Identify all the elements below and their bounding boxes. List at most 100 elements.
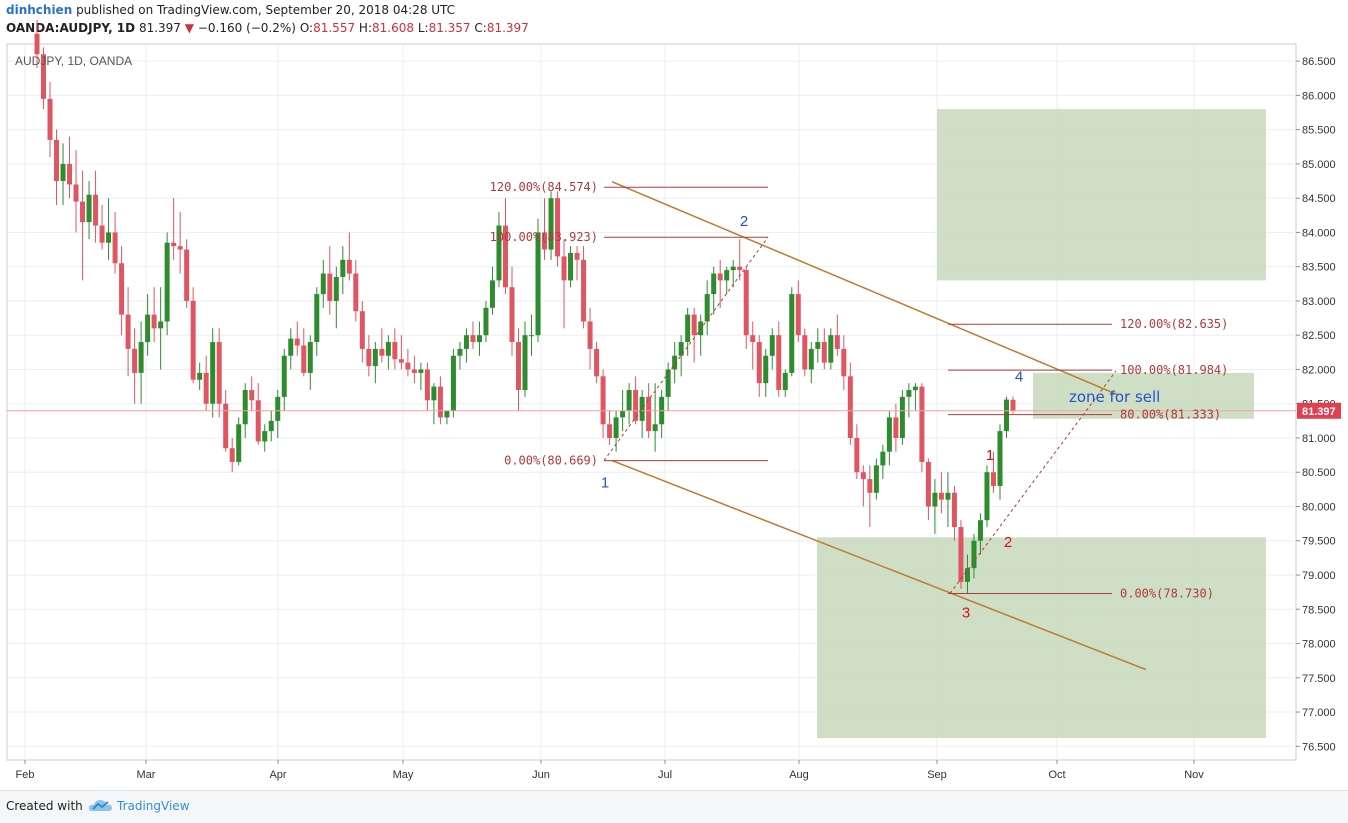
candle-body (860, 472, 866, 480)
candle-body (581, 259, 587, 322)
y-tick-label: 77.000 (1302, 707, 1336, 719)
candle-body (750, 335, 756, 343)
candle-body (782, 372, 788, 391)
x-tick-label-sep: Sep (927, 769, 947, 781)
candle-body (431, 386, 437, 401)
candle-body (672, 355, 678, 370)
x-tick-label-nov: Nov (1184, 769, 1204, 781)
candle-body (132, 348, 138, 373)
publish-line: dinhchien published on TradingView.com, … (6, 3, 455, 17)
candle-body (912, 386, 918, 391)
candle-body (828, 335, 834, 363)
candle-body (522, 335, 528, 391)
candle-body (333, 276, 339, 301)
candle-body (359, 311, 365, 349)
footer: Created with TradingView (0, 790, 1348, 823)
candlestick-chart[interactable]: 120.00%(84.574) 100.00%(83.923) 0.00%(80.6… (0, 0, 1348, 790)
price-axis[interactable]: 86.500 86.000 85.500 85.000 84.500 84.000 83.5… (1296, 56, 1341, 753)
candle-body (60, 163, 66, 182)
candle-body (542, 232, 548, 250)
y-tick-label: 77.500 (1302, 673, 1336, 685)
candle-body (951, 492, 957, 528)
candle-body (893, 417, 899, 438)
candle-body (385, 342, 391, 356)
candle-body (535, 232, 541, 336)
fib-level-label: 0.00%(78.730) (1120, 587, 1214, 601)
candle-body (704, 294, 710, 322)
candle-body (769, 335, 775, 356)
candle-body (411, 369, 417, 373)
y-tick-label: 80.500 (1302, 467, 1336, 479)
candle-body (990, 472, 996, 486)
chart-area[interactable]: 120.00%(84.574) 100.00%(83.923) 0.00%(80.6… (0, 0, 1348, 794)
candle-body (392, 342, 398, 360)
candle-body (919, 386, 925, 462)
candle-body (776, 335, 782, 391)
candle-body (489, 280, 495, 308)
candle-body (34, 33, 40, 55)
channel-lower-line (611, 459, 1147, 671)
candle-body (346, 259, 352, 274)
candle-body (594, 348, 600, 377)
candle-body (743, 270, 749, 336)
candle-body (229, 448, 235, 462)
tradingview-link[interactable]: TradingView (117, 799, 190, 813)
candle-body (685, 314, 691, 343)
candle-body (158, 321, 164, 329)
candle-body (41, 54, 47, 99)
y-tick-label: 78.500 (1302, 604, 1336, 616)
candle-body (561, 256, 567, 281)
candle-body (151, 314, 157, 329)
candle-body (457, 348, 463, 356)
last-price-tag-label: 81.397 (1302, 406, 1336, 418)
fib-level-label: 0.00%(80.669) (504, 454, 598, 468)
candle-body (307, 342, 313, 373)
candle-body (242, 390, 248, 425)
y-tick-label: 84.500 (1302, 193, 1336, 205)
candle-body (54, 139, 60, 182)
fib-level-label: 100.00%(83.923) (490, 230, 598, 244)
candle-body (73, 184, 79, 202)
fib-trend-line-2 (949, 370, 1117, 594)
candle-body (613, 417, 619, 438)
candle-body (216, 342, 222, 404)
candle-body (67, 163, 73, 185)
candle-body (288, 338, 294, 356)
candle-body (730, 266, 736, 271)
last-price-tag (1297, 402, 1341, 419)
tradingview-cloud-icon[interactable] (88, 797, 114, 817)
candle-body (633, 390, 639, 421)
candle-body (138, 342, 144, 373)
candle-body (483, 307, 489, 336)
x-tick-label-aug: Aug (789, 769, 809, 781)
candle-body (737, 266, 743, 271)
candle-body (125, 314, 131, 349)
wave-label-blue-4: 4 (1015, 368, 1023, 385)
y-tick-label: 79.000 (1302, 570, 1336, 582)
y-tick-label: 83.500 (1302, 262, 1336, 274)
candle-body (444, 410, 450, 418)
y-tick-label: 78.000 (1302, 639, 1336, 651)
close-label: C: (474, 21, 487, 35)
candle-body (450, 355, 456, 411)
candle-body (262, 431, 268, 442)
candle-body (802, 335, 808, 370)
candle-body (249, 390, 255, 401)
x-tick-label-apr: Apr (269, 769, 286, 781)
candle-body (509, 287, 515, 343)
candle-body (548, 198, 554, 250)
candle-body (301, 345, 307, 373)
candle-body (476, 335, 482, 343)
candle-body (281, 355, 287, 397)
drawings: 120.00%(84.574) 100.00%(83.923) 0.00%(80.6… (7, 180, 1296, 671)
candle-body (320, 273, 326, 295)
candle-body (145, 314, 151, 343)
time-axis[interactable]: Feb Mar Apr May Jun Jul Aug Sep Oct Nov (16, 760, 1205, 781)
fib-trend-line-1 (603, 236, 769, 461)
candle-body (106, 232, 112, 243)
author-name[interactable]: dinhchien (6, 3, 73, 17)
candle-body (405, 362, 411, 370)
zone-label: zone for sell (1069, 388, 1160, 406)
last-price: 81.397 (138, 21, 181, 35)
candle-body (1003, 399, 1009, 432)
